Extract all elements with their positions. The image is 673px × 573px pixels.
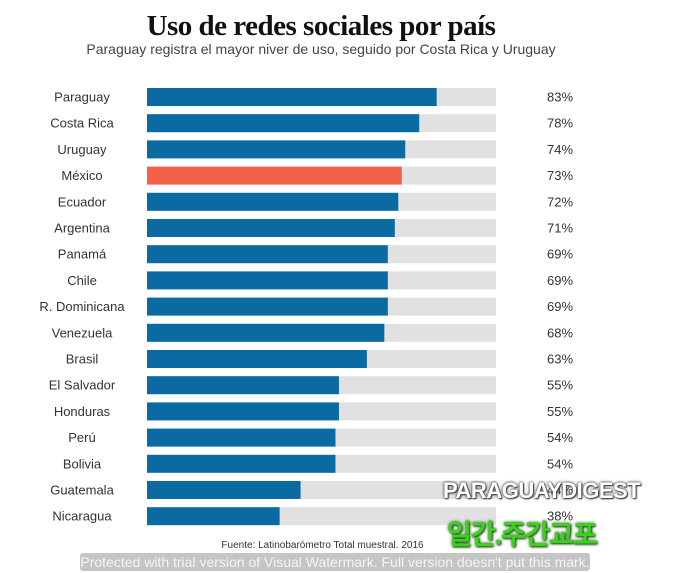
bar	[147, 88, 437, 106]
category-label: Panamá	[58, 247, 107, 262]
category-label: Bolivia	[63, 456, 102, 471]
value-label: 55%	[547, 404, 573, 419]
value-label: 68%	[547, 325, 573, 340]
category-label: México	[61, 168, 102, 183]
bar	[147, 350, 367, 368]
value-label: 69%	[547, 247, 573, 262]
bar	[147, 507, 280, 526]
category-label: Paraguay	[54, 90, 110, 105]
category-label: El Salvador	[49, 378, 116, 393]
bar	[147, 297, 388, 316]
category-label: Guatemala	[50, 483, 114, 498]
value-label: 38%	[547, 509, 573, 524]
bar	[147, 428, 336, 447]
korean-watermark: 일간.주간교포	[447, 520, 598, 550]
value-label: 44%	[547, 483, 573, 498]
value-label: 54%	[547, 456, 573, 471]
category-label: Perú	[68, 430, 95, 445]
bar	[147, 376, 339, 395]
category-label: Brasil	[66, 352, 99, 367]
category-label: Argentina	[54, 221, 110, 236]
bar-highlight	[147, 166, 402, 185]
bar	[147, 481, 301, 499]
category-label: Ecuador	[58, 194, 107, 209]
category-label: Honduras	[54, 404, 111, 419]
value-label: 54%	[547, 430, 573, 445]
value-label: 69%	[547, 273, 573, 288]
chart-subtitle: Paraguay registra el mayor niver de uso,…	[86, 41, 556, 57]
bar	[147, 271, 388, 290]
bar	[147, 402, 339, 421]
category-label: Chile	[67, 273, 97, 288]
bar	[147, 323, 385, 342]
trial-watermark-banner: Protected with trial version of Visual W…	[80, 553, 590, 571]
bar	[147, 219, 395, 237]
bar	[147, 192, 399, 211]
value-label: 71%	[547, 221, 573, 236]
source-note: Fuente: Latinobarómetro Total muestral. …	[221, 540, 424, 551]
value-label: 73%	[547, 168, 573, 183]
value-label: 83%	[547, 90, 573, 105]
value-label: 74%	[547, 142, 573, 157]
bar	[147, 454, 336, 473]
value-label: 78%	[547, 116, 573, 131]
category-label: Nicaragua	[52, 509, 112, 524]
paraguaydigest-watermark: PARAGUAYDIGEST	[443, 478, 641, 503]
bar	[147, 245, 388, 264]
value-label: 55%	[547, 378, 573, 393]
chart-title: Uso de redes sociales por país	[146, 10, 496, 42]
category-label: Venezuela	[52, 325, 113, 340]
value-label: 63%	[547, 352, 573, 367]
value-label: 72%	[547, 194, 573, 209]
value-label: 69%	[547, 299, 573, 314]
bar	[147, 140, 406, 159]
category-label: Uruguay	[57, 142, 107, 157]
category-label: R. Dominicana	[39, 299, 125, 314]
category-label: Costa Rica	[50, 116, 114, 131]
bar	[147, 114, 420, 133]
